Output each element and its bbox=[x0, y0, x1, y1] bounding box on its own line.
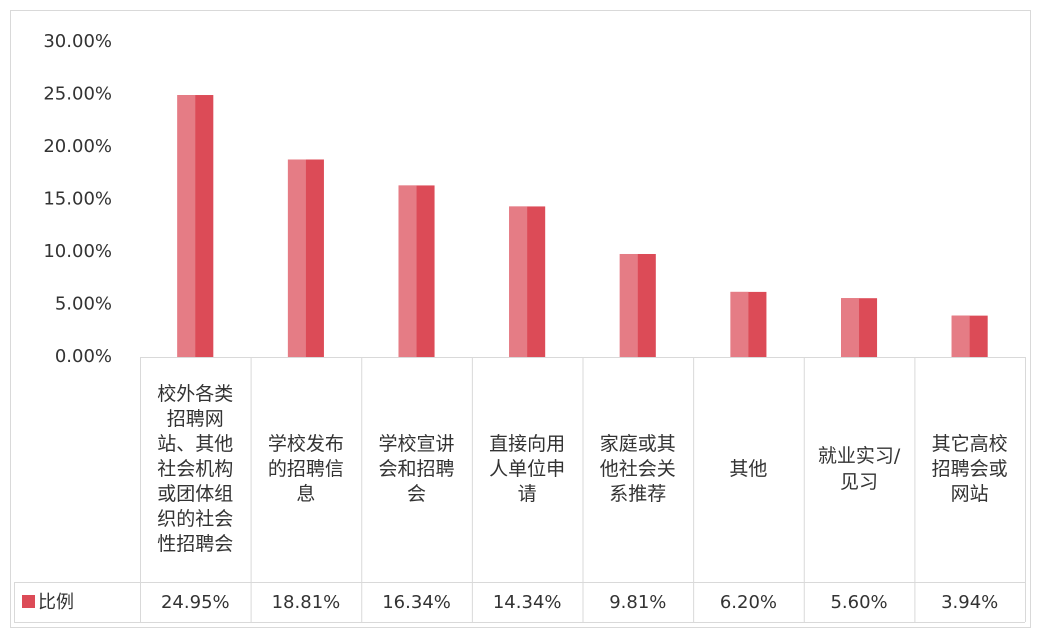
value-label: 18.81% bbox=[272, 592, 341, 613]
bar-highlight bbox=[287, 159, 306, 357]
bar-highlight bbox=[177, 95, 196, 358]
y-tick-label: 30.00% bbox=[43, 31, 112, 52]
y-tick-label: 20.00% bbox=[43, 136, 112, 157]
bar-highlight bbox=[619, 253, 638, 357]
bar-highlight bbox=[841, 298, 860, 357]
bar-highlight bbox=[730, 291, 749, 357]
category-label: 学校宣讲会和招聘会 bbox=[378, 432, 455, 506]
bar-highlight bbox=[398, 185, 417, 357]
y-tick-label: 10.00% bbox=[43, 241, 112, 262]
category-label: 就业实习/见习 bbox=[817, 445, 901, 493]
category-label: 家庭或其他社会关系推荐 bbox=[599, 432, 676, 506]
value-label: 14.34% bbox=[493, 592, 562, 613]
legend-key bbox=[22, 595, 35, 608]
y-tick-label: 15.00% bbox=[43, 189, 112, 210]
value-label: 24.95% bbox=[161, 592, 230, 613]
y-tick-label: 25.00% bbox=[43, 84, 112, 105]
category-label: 学校发布的招聘信息 bbox=[267, 432, 344, 506]
category-label: 直接向用人单位申请 bbox=[489, 432, 566, 506]
value-label: 9.81% bbox=[609, 592, 666, 613]
bar-highlight bbox=[509, 206, 528, 357]
value-label: 16.34% bbox=[382, 592, 451, 613]
category-label: 其他 bbox=[729, 457, 768, 480]
value-label: 3.94% bbox=[941, 592, 998, 613]
y-tick-label: 5.00% bbox=[55, 294, 112, 315]
bar-highlight bbox=[951, 315, 970, 357]
category-label: 校外各类招聘网站、其他社会机构或团体组织的社会性招聘会 bbox=[157, 382, 234, 556]
y-tick-label: 0.00% bbox=[55, 346, 112, 367]
value-label: 6.20% bbox=[720, 592, 777, 613]
value-label: 5.60% bbox=[830, 592, 887, 613]
category-label: 其它高校招聘会或网站 bbox=[931, 432, 1008, 506]
legend-label: 比例 bbox=[38, 592, 74, 613]
